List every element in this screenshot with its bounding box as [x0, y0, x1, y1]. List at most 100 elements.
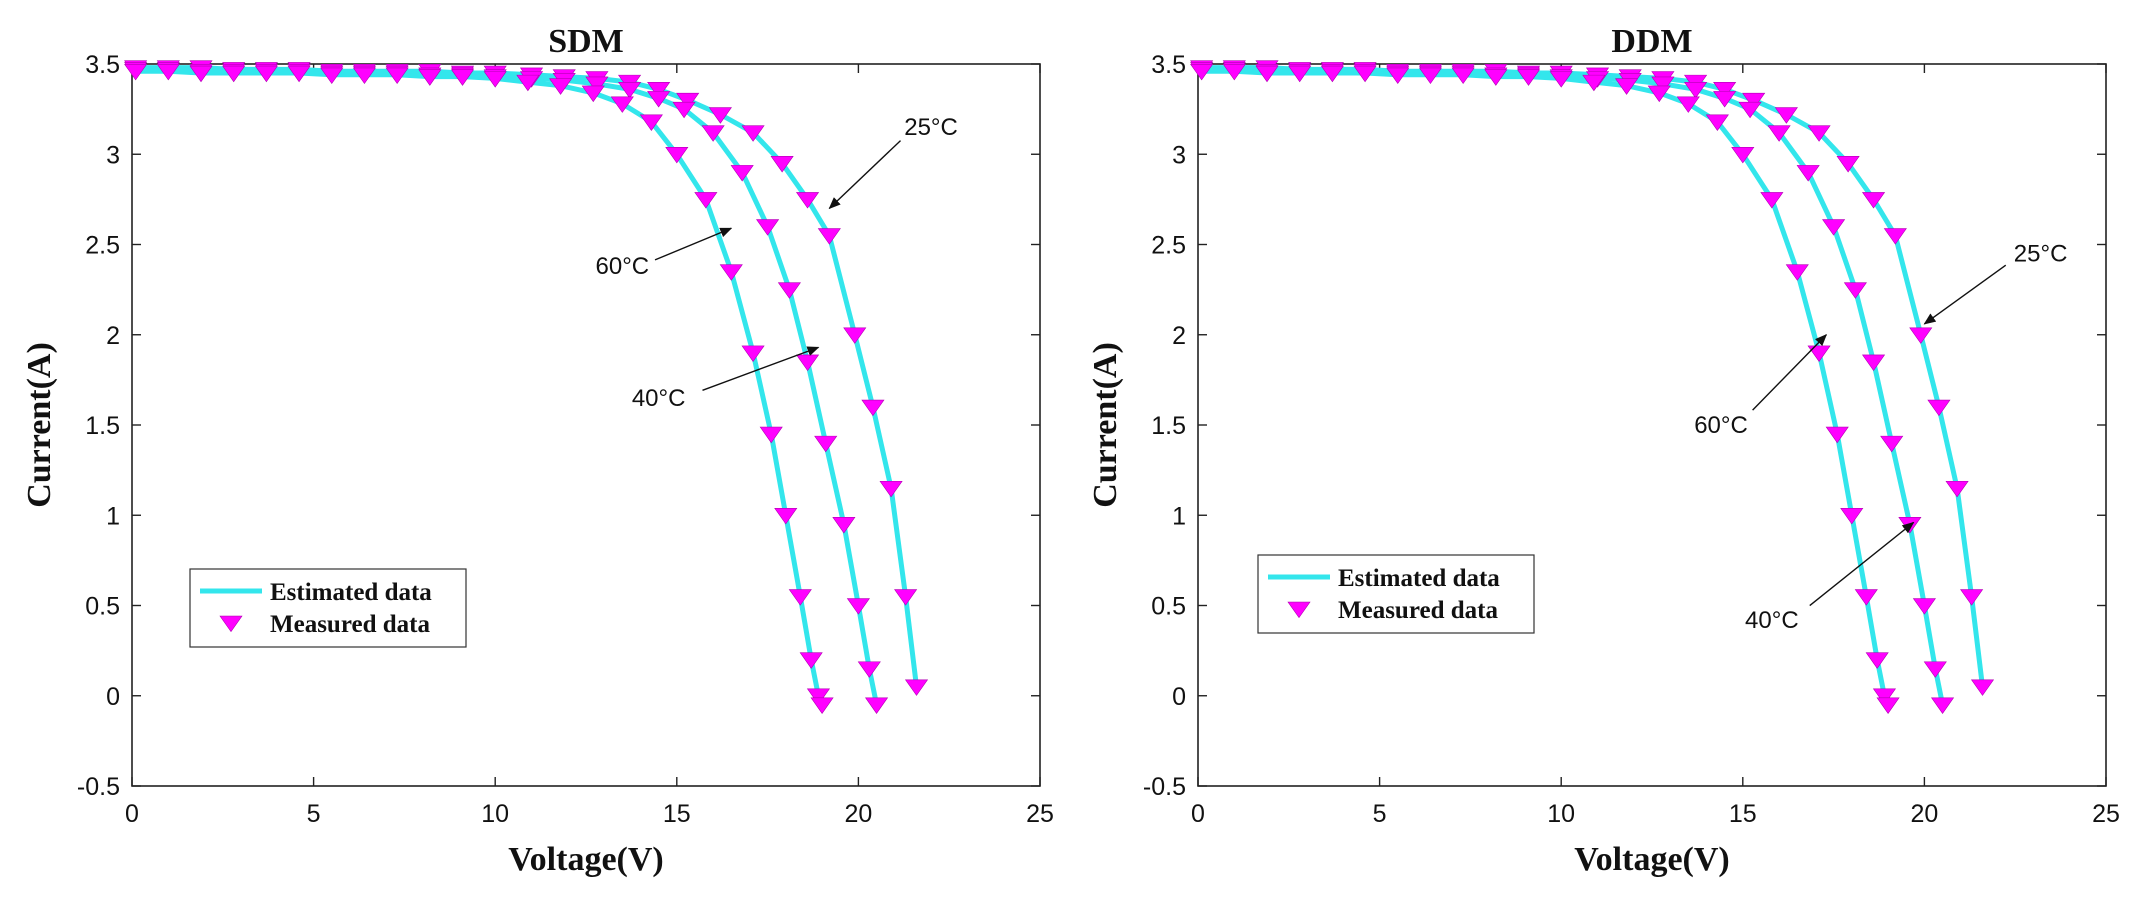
measured-point	[1647, 85, 1671, 103]
measured-point	[352, 67, 377, 85]
measured-point	[701, 125, 725, 142]
measured-point	[1861, 354, 1886, 372]
measured-point	[222, 65, 246, 83]
x-tick-label: 20	[844, 800, 872, 828]
measured-point	[585, 76, 609, 94]
legend-label-measured: Measured data	[1338, 597, 1498, 624]
y-tick-label: 3	[1172, 141, 1186, 169]
y-tick-label: -0.5	[77, 773, 120, 801]
measured-point	[639, 114, 663, 131]
measured-point	[418, 69, 442, 86]
measured-point	[1222, 63, 1246, 81]
measured-point	[1386, 67, 1410, 85]
y-tick-label: 1	[106, 502, 120, 530]
measured-point	[1451, 67, 1475, 85]
measured-point	[1883, 228, 1907, 245]
x-axis-label: Voltage(V)	[508, 841, 664, 878]
annotation-label: 60°C	[1694, 412, 1748, 439]
measured-point	[1945, 480, 1969, 498]
measured-point	[1960, 589, 1984, 606]
measured-point	[741, 345, 765, 362]
measured-point	[254, 65, 278, 83]
annotation-arrow	[1923, 264, 2007, 325]
legend-label-estimated: Estimated data	[1338, 565, 1500, 592]
measured-point	[610, 96, 634, 113]
x-tick-label: 20	[1910, 800, 1938, 828]
x-tick-label: 5	[307, 800, 321, 828]
measured-point	[1909, 327, 1933, 344]
measured-point	[777, 282, 801, 299]
y-tick-label: 3.5	[85, 51, 120, 79]
y-tick-label: 2.5	[85, 232, 120, 260]
y-axis-label: Current(A)	[1087, 342, 1124, 508]
measured-point	[1742, 92, 1766, 110]
y-tick-label: 1.5	[85, 412, 120, 440]
measured-point	[647, 82, 671, 99]
measured-point	[483, 71, 507, 88]
legend-box	[189, 568, 467, 648]
measured-point	[548, 78, 573, 95]
annotation-arrow	[1752, 334, 1828, 411]
measured-point	[287, 65, 311, 83]
measured-point	[770, 156, 794, 173]
measured-point	[581, 85, 605, 103]
measured-point	[672, 101, 696, 119]
measured-point	[1930, 697, 1955, 714]
measured-point	[708, 107, 732, 124]
measured-point	[879, 480, 903, 498]
measured-point	[1927, 399, 1951, 417]
measured-point	[810, 697, 834, 714]
measured-point	[1796, 165, 1820, 182]
measured-point	[741, 125, 765, 142]
measured-point	[1861, 192, 1886, 209]
measured-point	[385, 67, 409, 85]
measured-point	[1822, 219, 1846, 236]
measured-point	[1876, 697, 1900, 714]
measured-point	[694, 192, 718, 209]
y-tick-label: 1.5	[1151, 412, 1186, 440]
measured-point	[1516, 69, 1541, 86]
annotation-label: 40°C	[1745, 607, 1799, 634]
measured-point	[788, 589, 812, 606]
measured-point	[904, 679, 929, 696]
y-tick-label: 0.5	[85, 593, 120, 621]
legend-box	[1257, 554, 1535, 634]
x-axis-label: Voltage(V)	[1574, 841, 1730, 878]
x-tick-label: 25	[1026, 800, 1054, 828]
measured-point	[795, 192, 820, 209]
measured-point	[1854, 589, 1878, 606]
measured-point	[759, 426, 783, 444]
legend-marker-swatch	[1287, 601, 1311, 619]
measured-point	[756, 219, 780, 236]
annotation-arrow	[702, 346, 820, 391]
x-tick-label: 0	[125, 800, 139, 828]
y-tick-label: 0	[106, 683, 120, 711]
measured-point	[1255, 65, 1279, 83]
measured-point	[676, 92, 700, 110]
y-tick-label: 2	[1172, 322, 1186, 350]
measured-point	[894, 589, 918, 606]
measured-point	[774, 508, 798, 525]
measured-point	[861, 399, 885, 417]
measured-point	[189, 65, 213, 83]
annotation-arrow	[828, 140, 902, 210]
measured-point	[719, 264, 743, 281]
x-tick-label: 10	[481, 800, 509, 828]
x-tick-label: 10	[1547, 800, 1575, 828]
measured-point	[1767, 125, 1791, 142]
measured-point	[832, 517, 856, 534]
annotation-label: 60°C	[596, 253, 650, 280]
measured-point	[1705, 114, 1729, 131]
y-tick-label: 0.5	[1151, 593, 1186, 621]
measured-point	[1418, 67, 1443, 85]
annotation-arrow	[1809, 521, 1915, 607]
annotation-label: 40°C	[632, 385, 686, 412]
measured-point	[1970, 679, 1995, 696]
plot-area	[131, 63, 1041, 787]
measured-point	[806, 688, 831, 705]
legend-marker-swatch	[219, 615, 243, 633]
measured-point	[618, 82, 642, 99]
measured-point	[799, 652, 823, 669]
